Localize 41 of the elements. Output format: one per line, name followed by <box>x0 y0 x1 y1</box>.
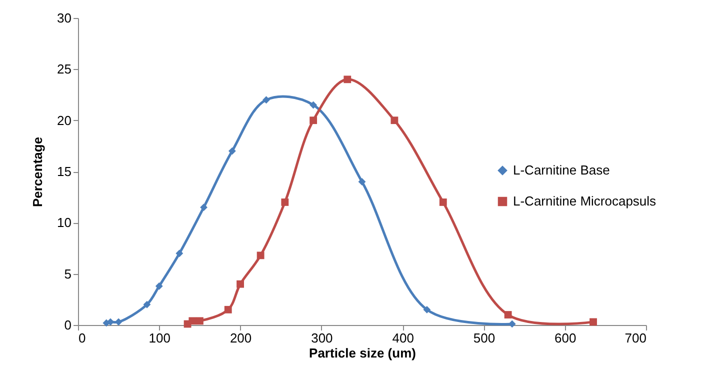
x-tick-label: 700 <box>624 330 646 346</box>
y-tick-label: 20 <box>57 112 72 128</box>
point <box>439 198 447 206</box>
x-tick-label: 0 <box>78 330 86 346</box>
point <box>390 116 398 124</box>
point <box>590 318 597 326</box>
point <box>196 317 204 325</box>
point <box>281 198 289 206</box>
legend-label: L-Carnitine Microcapsuls <box>513 194 657 208</box>
x-axis-title: Particle size (um) <box>309 346 416 360</box>
y-tick-label: 25 <box>57 62 72 77</box>
point <box>256 252 264 260</box>
point <box>188 317 196 325</box>
point <box>155 282 163 290</box>
y-axis-title: Percentage <box>30 136 46 208</box>
legend-label: L-Carnitine Base <box>513 162 610 178</box>
x-tick-label: 100 <box>148 330 170 346</box>
point <box>143 300 151 308</box>
point <box>310 101 318 109</box>
y-tick-label: 5 <box>64 266 72 282</box>
x-tick-label: 200 <box>230 330 252 346</box>
point <box>423 306 431 314</box>
point <box>262 96 270 104</box>
point <box>310 116 318 124</box>
point <box>224 306 232 314</box>
point <box>228 147 236 155</box>
x-tick-label: 300 <box>311 330 333 346</box>
point <box>200 204 208 212</box>
y-tick-label: 10 <box>57 215 72 230</box>
point <box>176 250 184 258</box>
y-tick-label: 15 <box>57 164 72 179</box>
x-tick-label: 500 <box>473 330 496 346</box>
y-tick-label: 30 <box>57 10 72 26</box>
point <box>114 318 122 326</box>
x-tick-label: 400 <box>392 330 414 346</box>
point <box>236 280 244 288</box>
point <box>106 318 114 326</box>
point <box>504 311 512 318</box>
point <box>344 76 352 84</box>
x-tick-label: 600 <box>554 330 576 346</box>
y-tick-label: 0 <box>64 318 72 332</box>
